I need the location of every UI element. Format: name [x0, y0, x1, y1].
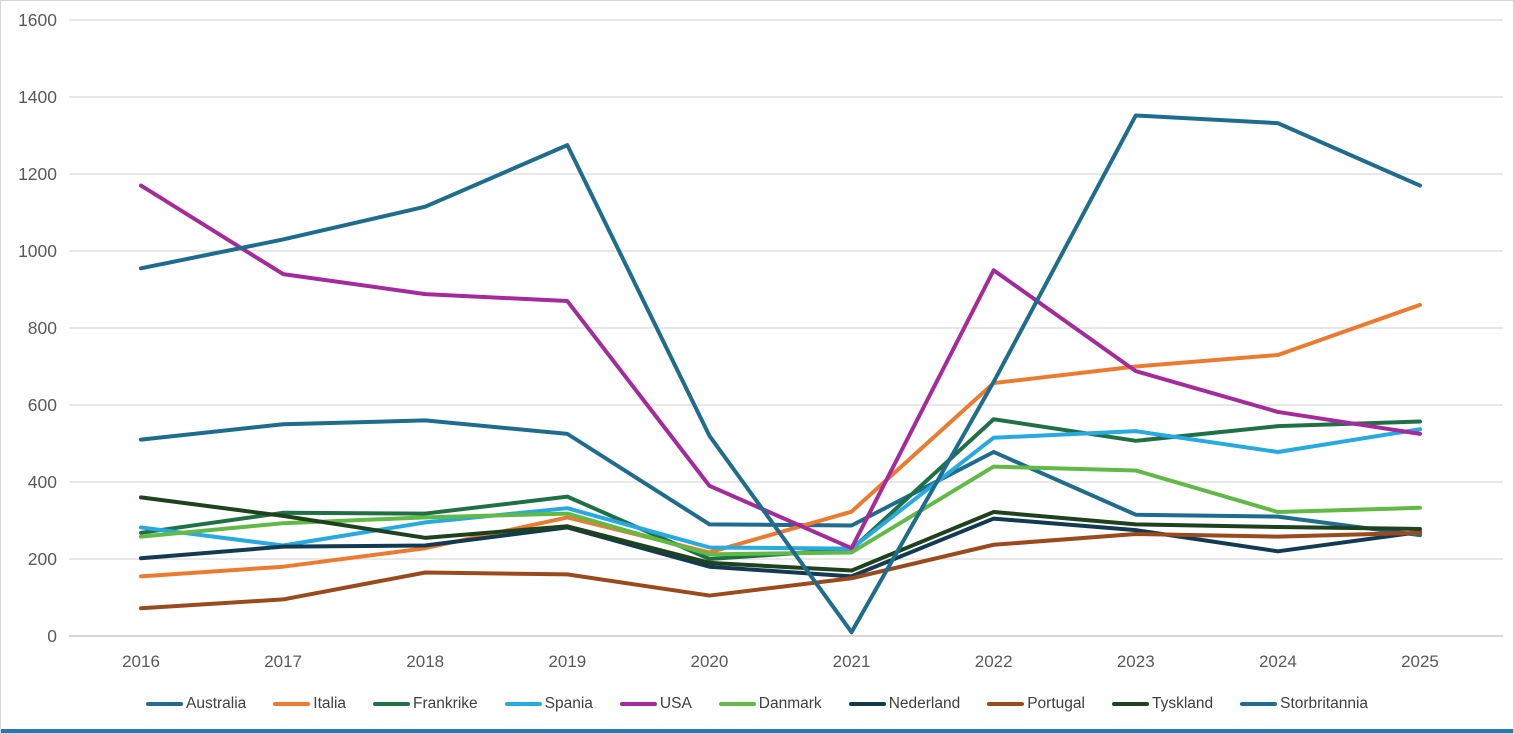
x-axis-tick-label: 2017 — [264, 652, 302, 671]
bottom-accent-bar — [1, 729, 1513, 733]
legend-swatch-icon — [1111, 701, 1149, 707]
legend-label: Danmark — [758, 695, 822, 712]
legend-swatch-icon — [373, 701, 411, 707]
legend-label: Italia — [313, 695, 347, 712]
legend-label: Storbritannia — [1280, 695, 1369, 712]
series-line-spania[interactable] — [139, 427, 1422, 551]
series-line-storbritannia[interactable] — [139, 113, 1422, 635]
y-axis-tick-label: 1200 — [18, 164, 57, 184]
y-axis-tick-label: 600 — [28, 395, 57, 415]
legend-item-tyskland[interactable]: Tyskland — [1111, 695, 1214, 713]
legend-item-danmark[interactable]: Danmark — [718, 695, 822, 713]
series-line-usa[interactable] — [139, 183, 1422, 551]
series-line-danmark[interactable] — [139, 464, 1422, 557]
x-axis-tick-label: 2021 — [833, 652, 871, 671]
y-axis-tick-label: 400 — [28, 472, 57, 492]
chart-legend: Australia Italia Frankrike Spania USA Danmark… — [1, 689, 1513, 719]
x-axis-tick-label: 2022 — [975, 652, 1013, 671]
legend-swatch-icon — [1240, 701, 1278, 707]
legend-swatch-icon — [504, 701, 542, 707]
legend-label: Frankrike — [413, 695, 478, 712]
x-axis-tick-label: 2024 — [1259, 652, 1297, 671]
x-axis-tick-label: 2020 — [691, 652, 729, 671]
legend-swatch-icon — [987, 701, 1025, 707]
x-axis-tick-label: 2023 — [1117, 652, 1155, 671]
y-axis-tick-label: 1600 — [18, 10, 57, 30]
legend-label: Spania — [544, 695, 593, 712]
legend-item-storbritannia[interactable]: Storbritannia — [1240, 695, 1368, 713]
y-axis-tick-label: 0 — [47, 626, 57, 646]
legend-item-usa[interactable]: USA — [619, 695, 692, 713]
legend-item-nederland[interactable]: Nederland — [848, 695, 961, 713]
y-axis-tick-label: 1000 — [18, 241, 57, 261]
legend-swatch-icon — [145, 701, 183, 707]
legend-label: Australia — [185, 695, 247, 712]
series-line-nederland[interactable] — [139, 516, 1422, 579]
series-line-tyskland[interactable] — [139, 495, 1422, 573]
legend-swatch-icon — [273, 701, 311, 707]
x-axis-tick-label: 2019 — [548, 652, 586, 671]
legend-item-portugal[interactable]: Portugal — [987, 695, 1085, 713]
legend-swatch-icon — [848, 701, 886, 707]
legend-item-italia[interactable]: Italia — [273, 695, 346, 713]
legend-item-spania[interactable]: Spania — [504, 695, 593, 713]
series-line-portugal[interactable] — [139, 530, 1422, 611]
y-axis-tick-label: 1400 — [18, 87, 57, 107]
legend-label: Nederland — [888, 695, 961, 712]
y-axis-tick-label: 200 — [28, 549, 57, 569]
legend-item-frankrike[interactable]: Frankrike — [373, 695, 478, 713]
series-line-australia[interactable] — [139, 418, 1422, 538]
legend-label: USA — [659, 695, 692, 712]
legend-swatch-icon — [718, 701, 756, 707]
legend-item-australia[interactable]: Australia — [145, 695, 247, 713]
legend-label: Tyskland — [1151, 695, 1214, 712]
x-axis-tick-label: 2018 — [406, 652, 444, 671]
legend-label: Portugal — [1027, 695, 1085, 712]
x-axis-tick-label: 2025 — [1401, 652, 1439, 671]
y-axis-tick-label: 800 — [28, 318, 57, 338]
x-axis-tick-label: 2016 — [122, 652, 160, 671]
legend-swatch-icon — [619, 701, 657, 707]
